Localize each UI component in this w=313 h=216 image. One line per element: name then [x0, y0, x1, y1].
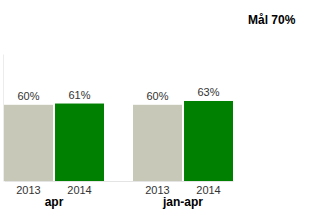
- x-axis-line: [5, 181, 234, 182]
- y-axis-line: [3, 55, 4, 182]
- bar: [133, 105, 182, 181]
- category-label: apr: [45, 195, 64, 209]
- data-label: 60%: [146, 90, 168, 102]
- data-label: 63%: [197, 86, 219, 98]
- data-label: 61%: [68, 89, 90, 101]
- x-tick: jan-apr: [162, 181, 203, 209]
- y-axis: [3, 55, 4, 182]
- series-label: 2014: [67, 184, 91, 196]
- x-axis: apr jan-apr: [5, 181, 234, 209]
- category-label: jan-apr: [162, 195, 203, 209]
- x-tick: apr: [45, 181, 64, 209]
- chart: 60%60%61%63%2013201320142014aprjan-aprMå…: [0, 0, 313, 216]
- bar: [4, 105, 53, 181]
- bar: [55, 104, 104, 181]
- bars: [4, 101, 233, 181]
- bar: [184, 101, 233, 181]
- series-label: 2013: [16, 184, 40, 196]
- annotation: Mål 70%: [248, 13, 296, 27]
- data-label: 60%: [17, 90, 39, 102]
